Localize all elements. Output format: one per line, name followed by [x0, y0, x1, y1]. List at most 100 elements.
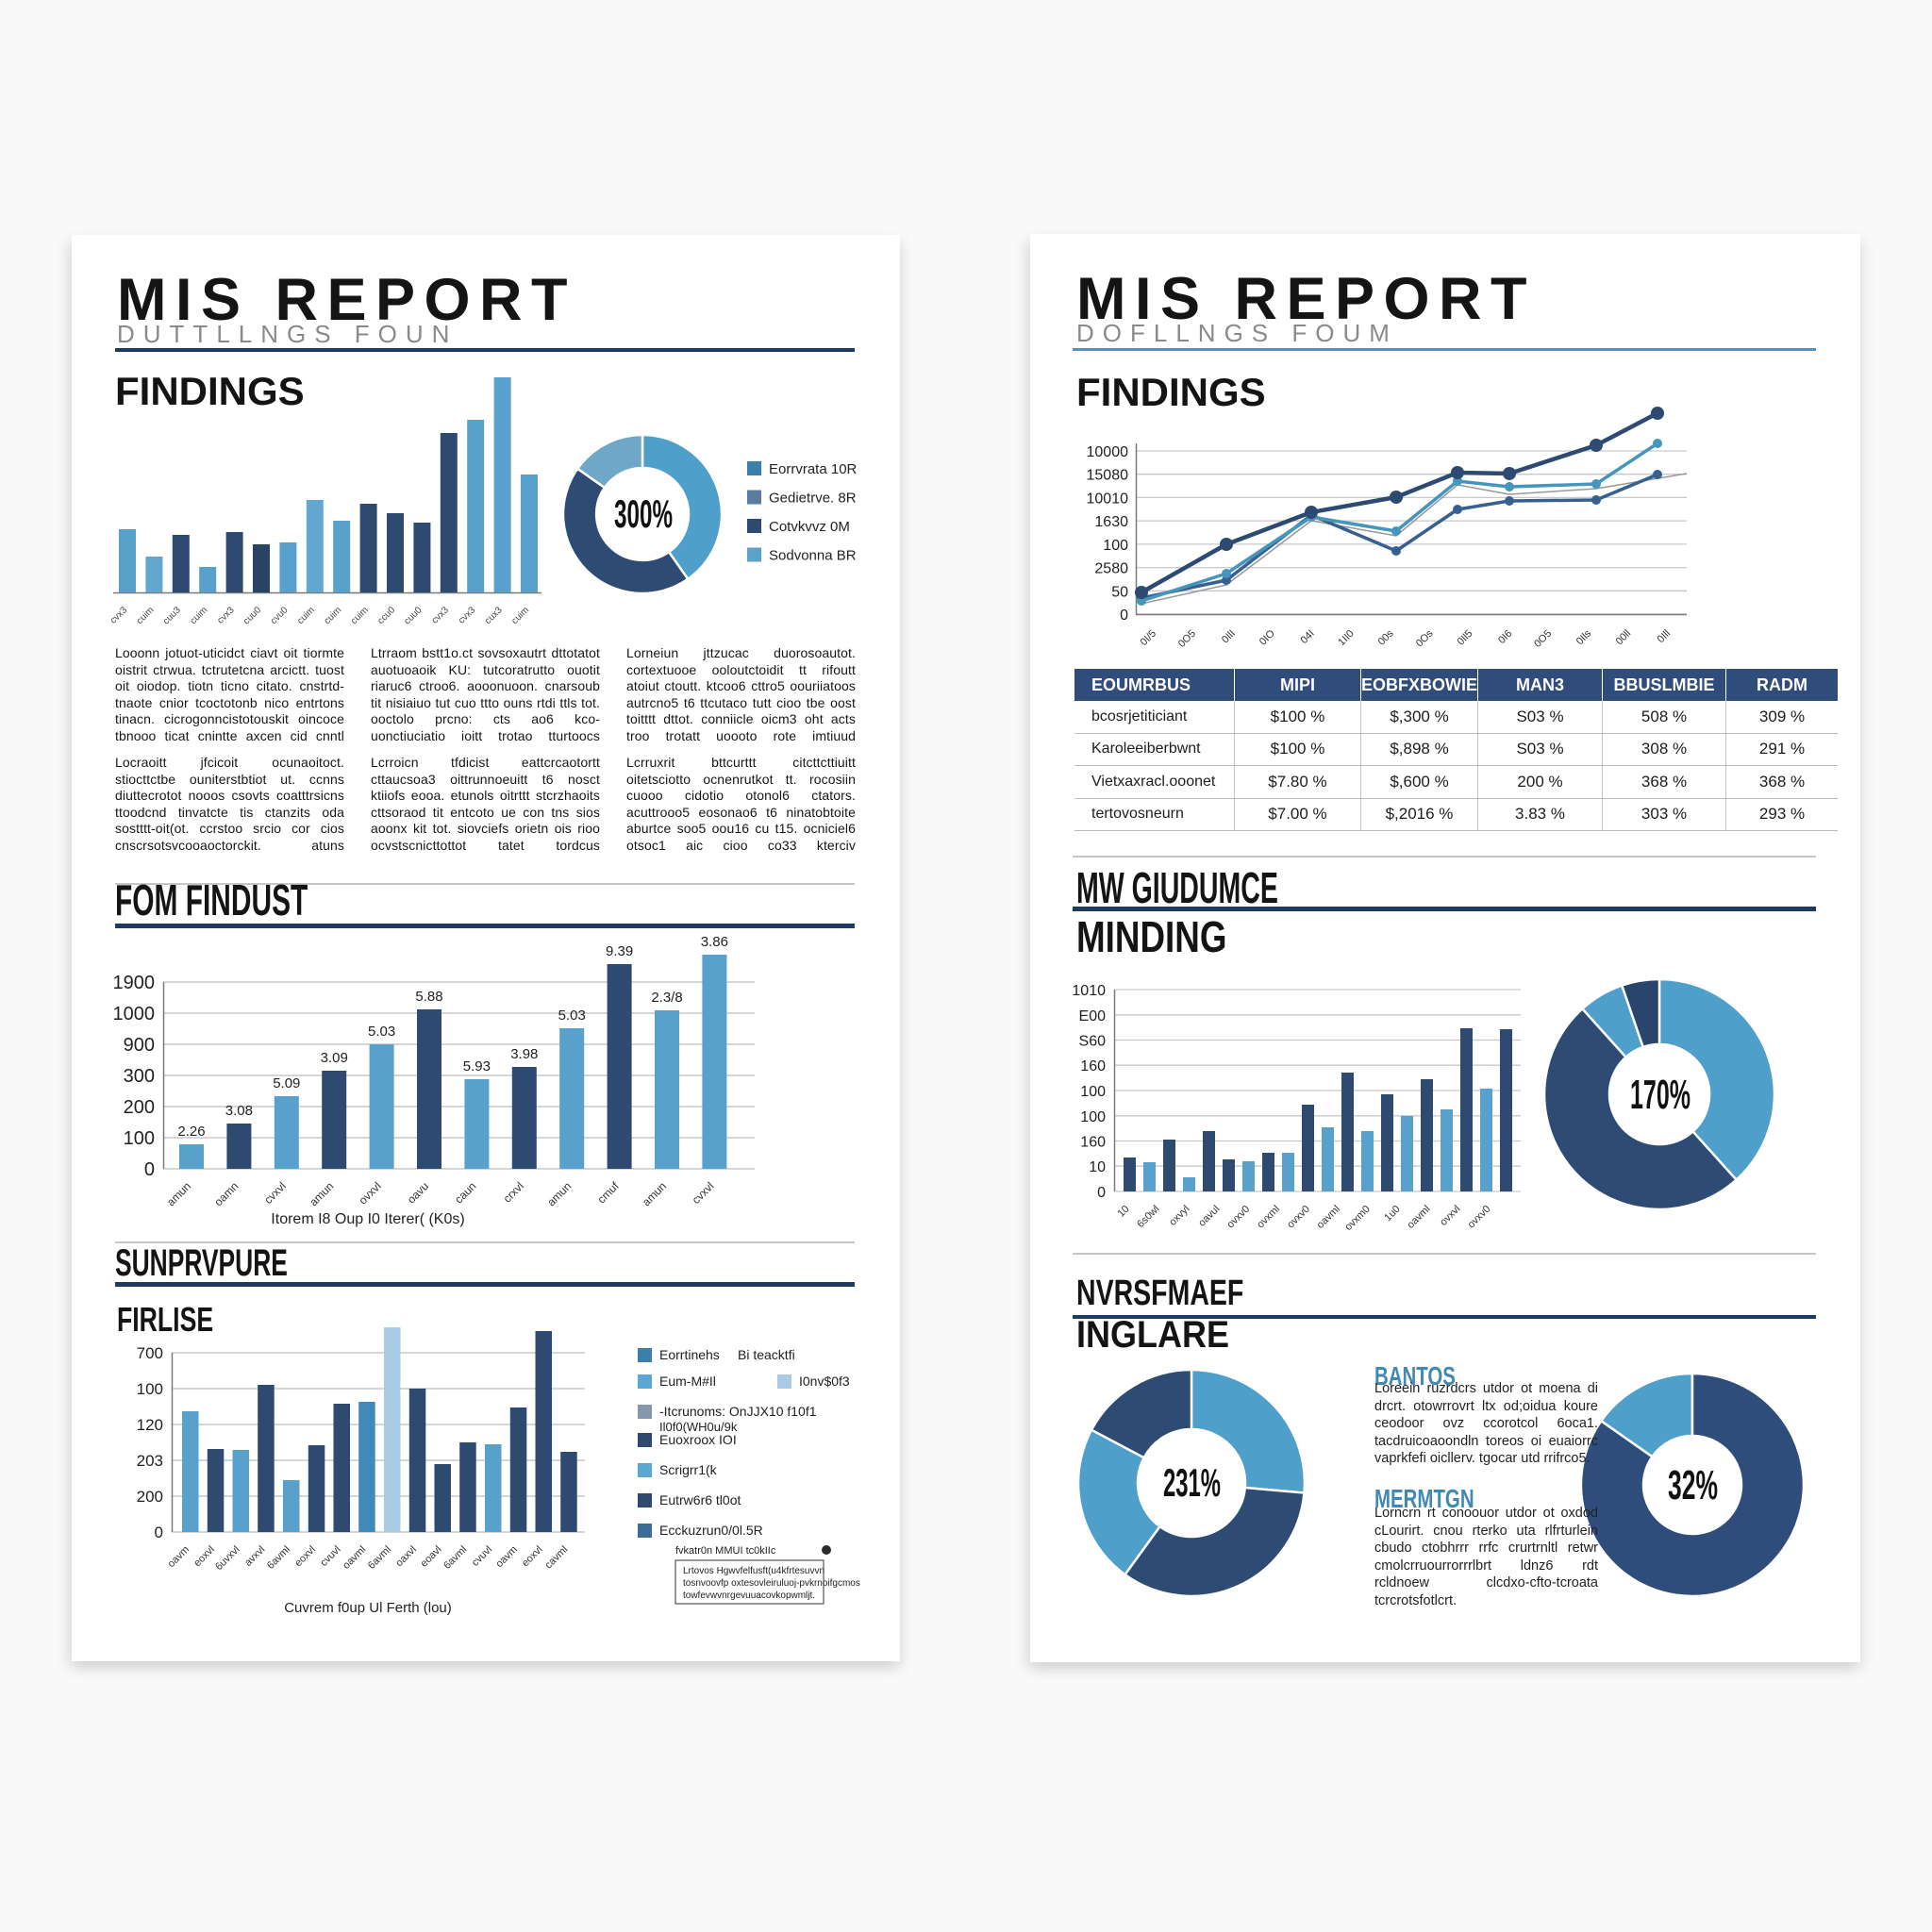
svg-text:1900: 1900 — [113, 973, 156, 993]
svg-text:203: 203 — [137, 1452, 163, 1470]
svg-text:0I6: 0I6 — [1496, 628, 1514, 646]
svg-text:cvx3: cvx3 — [215, 605, 237, 626]
svg-text:100: 100 — [124, 1128, 155, 1149]
svg-text:eoxvl: eoxvl — [292, 1544, 318, 1570]
svg-text:1630: 1630 — [1094, 514, 1128, 530]
svg-text:amun: amun — [640, 1179, 669, 1208]
svg-text:231%: 231% — [1163, 1460, 1221, 1505]
svg-text:amun: amun — [307, 1179, 336, 1208]
svg-text:cuim: cuim — [349, 605, 371, 626]
svg-text:0Ils: 0Ils — [1574, 627, 1594, 647]
svg-text:6avml: 6avml — [441, 1544, 469, 1572]
svg-text:ovxml: ovxml — [1255, 1204, 1282, 1231]
svg-text:cuim: cuim — [189, 605, 210, 626]
svg-text:cuu3: cuu3 — [161, 605, 183, 626]
svg-text:oavml: oavml — [1405, 1204, 1432, 1231]
svg-text:2580: 2580 — [1094, 561, 1128, 577]
svg-text:cvu0: cvu0 — [269, 605, 291, 626]
svg-text:300: 300 — [124, 1066, 155, 1087]
svg-text:6s0wl: 6s0wl — [1135, 1204, 1161, 1230]
svg-text:0I/5: 0I/5 — [1139, 628, 1158, 648]
svg-text:5.93: 5.93 — [463, 1058, 491, 1074]
svg-text:oamn: oamn — [211, 1179, 241, 1208]
svg-text:1II0: 1II0 — [1336, 628, 1356, 648]
svg-text:3.98: 3.98 — [510, 1046, 538, 1062]
svg-text:ovxm0: ovxm0 — [1342, 1204, 1372, 1233]
svg-text:100: 100 — [1080, 1109, 1106, 1125]
svg-text:Lrtovos Hgwvfelfusft(u4kfrtesu: Lrtovos Hgwvfelfusft(u4kfrtesuvvn — [683, 1566, 824, 1576]
svg-text:Eum-M#Il: Eum-M#Il — [659, 1374, 716, 1389]
svg-text:120: 120 — [137, 1416, 163, 1434]
svg-text:I0nv$0f3: I0nv$0f3 — [799, 1374, 850, 1389]
svg-text:0Il5: 0Il5 — [1455, 628, 1474, 648]
svg-text:cvx3: cvx3 — [457, 605, 478, 626]
svg-text:0: 0 — [155, 1524, 163, 1541]
svg-text:Eutrw6r6 tl0ot: Eutrw6r6 tl0ot — [659, 1492, 741, 1507]
svg-text:Euoxroox IOI: Euoxroox IOI — [659, 1432, 737, 1447]
svg-text:ccu0: ccu0 — [375, 605, 397, 626]
svg-text:3.08: 3.08 — [225, 1103, 253, 1119]
svg-text:1000: 1000 — [113, 1004, 156, 1024]
svg-text:cuim: cuim — [135, 605, 157, 626]
svg-text:eoavl: eoavl — [419, 1544, 444, 1570]
svg-text:170%: 170% — [1630, 1072, 1690, 1118]
svg-text:cuu0: cuu0 — [402, 605, 424, 626]
svg-text:cuu0: cuu0 — [242, 605, 263, 626]
svg-text:160: 160 — [1080, 1135, 1106, 1151]
svg-text:3.09: 3.09 — [321, 1050, 348, 1066]
svg-text:Bi teacktfi: Bi teacktfi — [738, 1347, 795, 1362]
svg-text:200: 200 — [124, 1097, 155, 1118]
svg-text:Il0f0(WH0u/9k: Il0f0(WH0u/9k — [659, 1420, 738, 1434]
svg-text:0: 0 — [1120, 608, 1128, 624]
svg-text:100: 100 — [137, 1380, 163, 1398]
svg-text:avxvl: avxvl — [242, 1544, 267, 1569]
svg-text:00ll: 00ll — [1614, 628, 1634, 648]
svg-text:6uvxvl: 6uvxvl — [213, 1544, 242, 1574]
svg-text:32%: 32% — [1668, 1462, 1718, 1508]
svg-text:Eorrvrata 10R: Eorrvrata 10R — [769, 461, 858, 477]
svg-text:10: 10 — [1115, 1204, 1131, 1220]
svg-text:0IO: 0IO — [1257, 627, 1277, 647]
svg-text:cvx3: cvx3 — [430, 605, 452, 626]
svg-text:Eorrtinehs: Eorrtinehs — [659, 1347, 720, 1362]
svg-text:900: 900 — [124, 1035, 155, 1056]
svg-text:200: 200 — [137, 1488, 163, 1506]
svg-text:3.86: 3.86 — [701, 934, 728, 950]
svg-text:S60: S60 — [1079, 1034, 1107, 1050]
svg-text:0O5: 0O5 — [1532, 628, 1554, 650]
svg-text:0O5: 0O5 — [1176, 628, 1198, 650]
svg-text:Gedietrve. 8R: Gedietrve. 8R — [769, 491, 857, 507]
svg-text:Itorem I8 Oup I0 Iterer( (K0s): Itorem I8 Oup I0 Iterer( (K0s) — [271, 1211, 464, 1227]
svg-text:6avml: 6avml — [366, 1544, 393, 1572]
svg-text:cavml: cavml — [543, 1544, 571, 1572]
svg-text:10000: 10000 — [1087, 444, 1129, 460]
svg-text:Scrigrr1(k: Scrigrr1(k — [659, 1462, 718, 1477]
svg-text:0: 0 — [144, 1159, 155, 1180]
svg-text:cvxvl: cvxvl — [690, 1179, 717, 1207]
svg-text:amun: amun — [164, 1179, 193, 1208]
svg-text:oaxvl: oaxvl — [393, 1544, 419, 1570]
svg-text:oavml: oavml — [1315, 1204, 1342, 1231]
svg-text:cuim: cuim — [323, 605, 344, 626]
svg-text:100: 100 — [1103, 538, 1128, 554]
svg-text:04I: 04I — [1299, 628, 1317, 646]
svg-text:ovxvl: ovxvl — [356, 1179, 383, 1207]
svg-text:cmuf: cmuf — [594, 1179, 622, 1207]
svg-text:cvuvl: cvuvl — [318, 1544, 342, 1569]
svg-text:5.03: 5.03 — [558, 1008, 586, 1024]
svg-text:cuim: cuim — [295, 605, 317, 626]
svg-text:oxvyl: oxvyl — [1167, 1204, 1191, 1228]
svg-text:1010: 1010 — [1072, 983, 1106, 999]
svg-text:0: 0 — [1097, 1185, 1106, 1201]
svg-text:ovxvl: ovxvl — [1438, 1204, 1462, 1228]
svg-text:oavu: oavu — [405, 1179, 431, 1206]
svg-text:6avml: 6avml — [265, 1544, 292, 1572]
svg-text:oavm: oavm — [493, 1544, 520, 1571]
svg-text:oavm: oavm — [166, 1544, 192, 1571]
svg-text:cvxvl: cvxvl — [261, 1179, 289, 1207]
svg-text:ovxv0: ovxv0 — [1285, 1204, 1312, 1231]
svg-text:cuim: cuim — [509, 605, 531, 626]
svg-text:cux3: cux3 — [483, 605, 505, 626]
svg-text:caun: caun — [452, 1179, 478, 1206]
svg-text:eoxvl: eoxvl — [520, 1544, 545, 1570]
